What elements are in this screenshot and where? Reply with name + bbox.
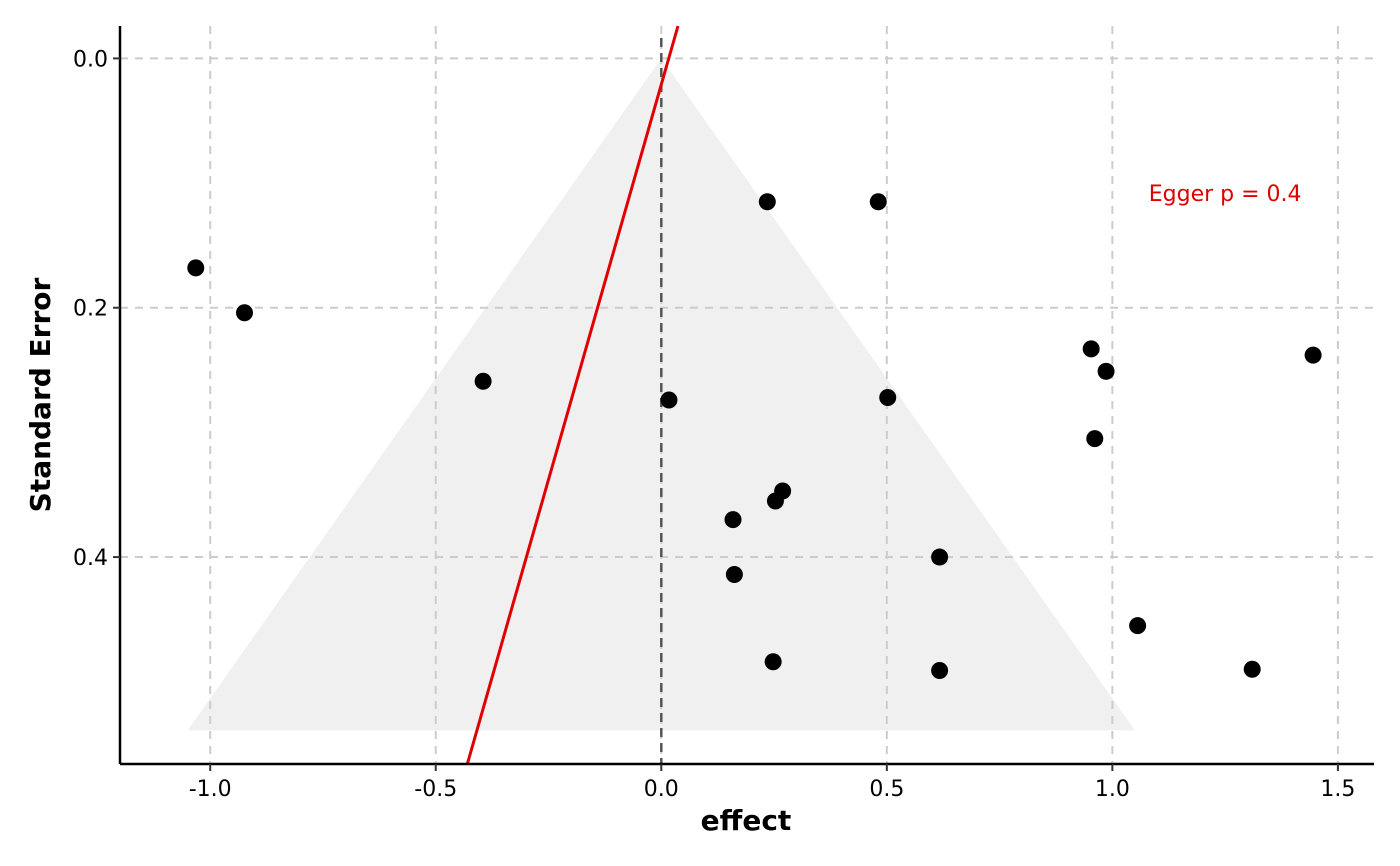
y-tick-label: 0.4 xyxy=(73,546,108,571)
funnel-region xyxy=(187,58,1135,731)
data-point xyxy=(758,193,776,211)
data-point xyxy=(724,511,742,529)
data-point xyxy=(766,492,784,510)
data-point xyxy=(725,566,743,584)
data-point xyxy=(235,304,253,322)
x-tick-label: 0.0 xyxy=(644,777,679,802)
x-tick-label: 1.0 xyxy=(1095,777,1130,802)
egger-annotation: Egger p = 0.4 xyxy=(1149,182,1302,207)
data-points xyxy=(187,193,1322,680)
data-point xyxy=(931,662,949,680)
x-tick-label: 1.5 xyxy=(1320,777,1355,802)
data-point xyxy=(1086,430,1104,448)
egger-line-group xyxy=(465,25,680,765)
data-point xyxy=(1082,340,1100,358)
y-tick-label: 0.0 xyxy=(73,47,108,72)
data-point xyxy=(1097,362,1115,380)
data-point xyxy=(869,193,887,211)
x-axis-title: effect xyxy=(701,804,792,837)
y-axis-title: Standard Error xyxy=(24,277,57,512)
x-tick-label: -0.5 xyxy=(414,777,457,802)
data-point xyxy=(187,259,205,277)
y-tick-label: 0.2 xyxy=(73,297,108,322)
funnel-triangle xyxy=(187,58,1135,731)
data-point xyxy=(660,391,678,409)
data-point xyxy=(474,372,492,390)
data-point xyxy=(1304,346,1322,364)
x-tick-label: -1.0 xyxy=(189,777,232,802)
axes xyxy=(118,26,1374,766)
data-point xyxy=(931,548,949,566)
data-point xyxy=(1129,617,1147,635)
data-point xyxy=(879,388,897,406)
data-point xyxy=(1243,660,1261,678)
egger-line xyxy=(465,25,680,765)
data-point xyxy=(764,653,782,671)
x-tick-label: 0.5 xyxy=(869,777,904,802)
tick-labels: -1.0 -0.5 0.0 0.5 1.0 1.5 0.0 0.2 0.4 xyxy=(73,47,1355,802)
